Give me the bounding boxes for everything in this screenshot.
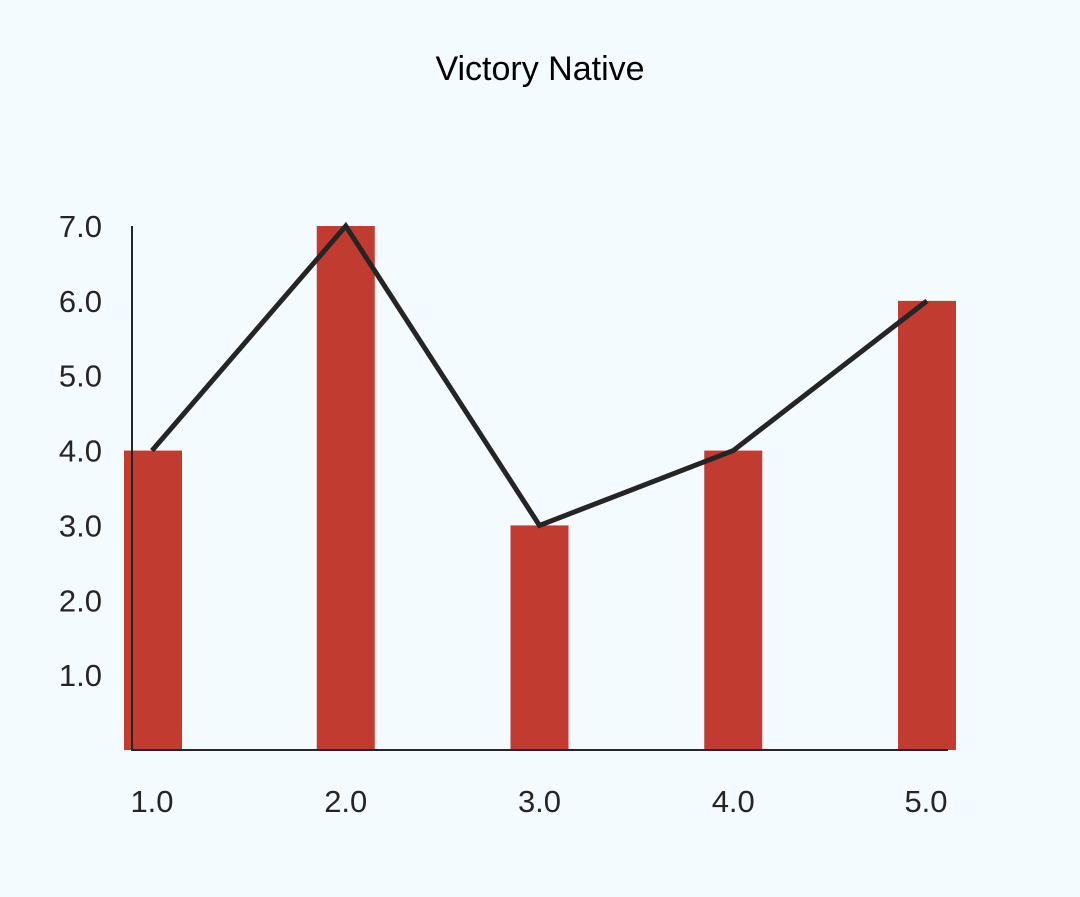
x-axis-ticks: 1.0 2.0 3.0 4.0 5.0 <box>130 784 947 819</box>
bar <box>124 450 182 750</box>
y-tick-label: 6.0 <box>59 284 102 319</box>
y-axis-ticks: 1.0 2.0 3.0 4.0 5.0 6.0 7.0 <box>59 209 102 693</box>
y-tick-label: 4.0 <box>59 434 102 469</box>
x-tick-label: 2.0 <box>324 784 367 819</box>
bar <box>316 226 375 750</box>
y-tick-label: 3.0 <box>59 508 102 543</box>
y-tick-label: 2.0 <box>59 583 102 618</box>
bar-series <box>124 226 956 750</box>
line-series <box>150 221 929 529</box>
chart-title: Victory Native <box>435 50 645 88</box>
y-tick-label: 7.0 <box>59 209 102 244</box>
x-tick-label: 3.0 <box>518 784 561 819</box>
y-tick-label: 1.0 <box>59 658 102 693</box>
bar <box>704 450 763 750</box>
x-tick-label: 4.0 <box>712 784 755 819</box>
bar <box>898 300 956 750</box>
y-tick-label: 5.0 <box>59 359 102 394</box>
bar <box>510 525 569 750</box>
x-tick-label: 5.0 <box>904 784 947 819</box>
x-tick-label: 1.0 <box>130 784 173 819</box>
